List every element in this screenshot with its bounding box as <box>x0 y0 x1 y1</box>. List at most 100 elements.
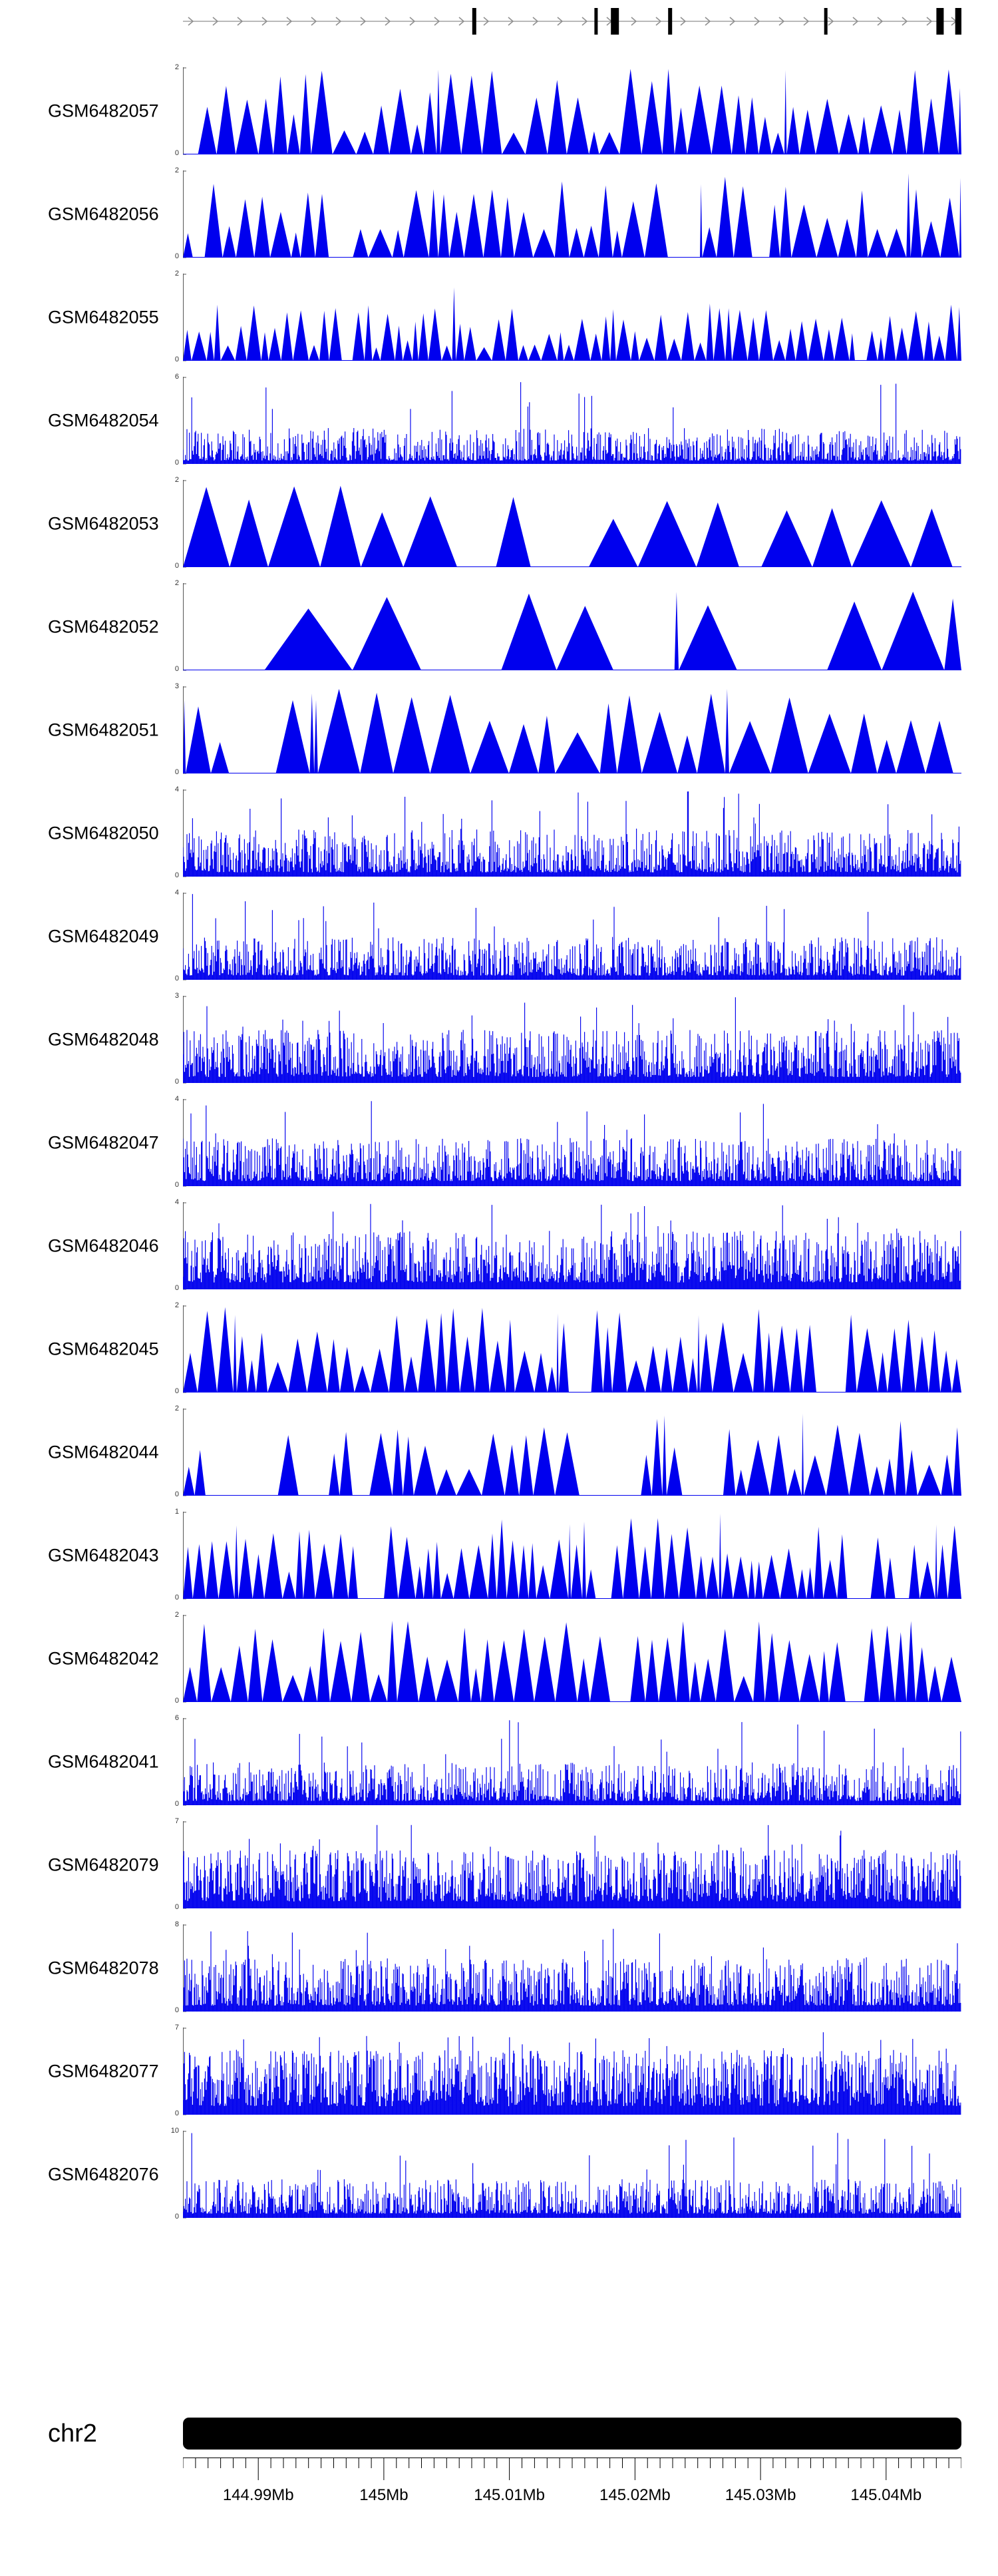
y-axis-min-label: 0 <box>174 1078 179 1086</box>
y-axis-min-label: 0 <box>174 252 179 260</box>
coverage-signal-svg <box>183 1408 961 1496</box>
genomic-axis-ruler: 144.99Mb 145Mb 145.01Mb 145.02Mb 145.03Mb 145… <box>183 2458 961 2504</box>
track-label: GSM6482048 <box>48 1029 159 1049</box>
y-axis-min-label: 0 <box>174 768 179 776</box>
strand-arrow-icon <box>902 17 908 26</box>
y-axis-min-label: 0 <box>174 1490 179 1498</box>
strand-arrow-icon <box>877 17 884 26</box>
coverage-track-GSM6482079: GSM6482079 7 0 <box>0 1818 998 1911</box>
y-axis-max-label: 2 <box>174 63 179 71</box>
y-axis-min-label: 0 <box>174 1800 179 1808</box>
y-axis-min-label: 0 <box>174 459 179 467</box>
coverage-signal-svg <box>183 1512 961 1600</box>
coverage-signal-svg <box>183 170 961 258</box>
coverage-track-GSM6482049: GSM6482049 4 0 <box>0 889 998 982</box>
y-axis-max-label: 2 <box>174 270 179 278</box>
strand-arrow-icon <box>212 17 219 26</box>
strand-arrow-icon <box>188 17 194 26</box>
strand-arrow-icon <box>532 17 539 26</box>
track-label: GSM6482041 <box>48 1751 159 1771</box>
coverage-signal-svg <box>183 274 961 361</box>
coverage-track-GSM6482050: GSM6482050 4 0 <box>0 786 998 879</box>
coverage-signal-svg <box>183 2028 961 2115</box>
coverage-track-GSM6482041: GSM6482041 6 0 <box>0 1715 998 1808</box>
strand-arrow-icon <box>655 17 662 26</box>
y-axis-min-label: 0 <box>174 1594 179 1602</box>
strand-arrow-icon <box>508 17 514 26</box>
strand-arrow-icon <box>458 17 465 26</box>
axis-tick-label: 145.04Mb <box>850 2486 921 2504</box>
strand-arrow-icon <box>680 17 687 26</box>
y-axis-min-label: 0 <box>174 1387 179 1395</box>
coverage-track-GSM6482052: GSM6482052 2 0 <box>0 580 998 673</box>
track-label: GSM6482044 <box>48 1442 159 1462</box>
exon-box <box>472 8 476 35</box>
track-label: GSM6482050 <box>48 823 159 843</box>
y-axis-min-label: 0 <box>174 974 179 982</box>
coverage-track-GSM6482044: GSM6482044 2 0 <box>0 1405 998 1498</box>
strand-arrow-icon <box>828 17 834 26</box>
coverage-signal-svg <box>183 1718 961 1806</box>
strand-arrow-icon <box>582 17 588 26</box>
y-axis-max-label: 2 <box>174 1611 179 1619</box>
strand-arrow-icon <box>286 17 293 26</box>
coverage-track-GSM6482056: GSM6482056 2 0 <box>0 167 998 260</box>
axis-tick-label: 145.02Mb <box>599 2486 671 2504</box>
y-axis-max-label: 1 <box>174 1508 179 1516</box>
coverage-signal-svg <box>183 789 961 877</box>
y-axis-max-label: 7 <box>174 2024 179 2032</box>
y-axis-max-label: 2 <box>174 476 179 484</box>
coverage-signal-svg <box>183 1099 961 1187</box>
coverage-signal-svg <box>183 1924 961 2012</box>
y-axis-min-label: 0 <box>174 871 179 879</box>
track-label: GSM6482055 <box>48 307 159 327</box>
coverage-signal-svg <box>183 583 961 671</box>
track-label: GSM6482053 <box>48 513 159 533</box>
y-axis-max-label: 4 <box>174 1095 179 1103</box>
gene-model-track <box>183 8 961 35</box>
track-label: GSM6482051 <box>48 720 159 740</box>
track-label: GSM6482079 <box>48 1854 159 1874</box>
coverage-track-GSM6482051: GSM6482051 3 0 <box>0 683 998 776</box>
track-label: GSM6482052 <box>48 616 159 636</box>
coverage-signal-svg <box>183 377 961 465</box>
coverage-signal-svg <box>183 480 961 568</box>
y-axis-min-label: 0 <box>174 1181 179 1189</box>
strand-arrow-icon <box>434 17 440 26</box>
track-label: GSM6482047 <box>48 1132 159 1152</box>
coverage-signal-svg <box>183 1821 961 1909</box>
strand-arrow-icon <box>803 17 810 26</box>
y-axis-max-label: 4 <box>174 889 179 897</box>
coverage-track-GSM6482048: GSM6482048 3 0 <box>0 992 998 1086</box>
coverage-track-GSM6482045: GSM6482045 2 0 <box>0 1302 998 1395</box>
strand-arrow-icon <box>335 17 342 26</box>
track-label: GSM6482056 <box>48 204 159 224</box>
coverage-track-GSM6482053: GSM6482053 2 0 <box>0 476 998 570</box>
track-label: GSM6482057 <box>48 101 159 120</box>
y-axis-min-label: 0 <box>174 2213 179 2221</box>
y-axis-max-label: 4 <box>174 1198 179 1206</box>
coverage-track-GSM6482047: GSM6482047 4 0 <box>0 1095 998 1189</box>
exon-box <box>668 8 673 35</box>
strand-arrow-icon <box>705 17 711 26</box>
strand-arrow-icon <box>754 17 760 26</box>
strand-arrow-icon <box>926 17 933 26</box>
strand-arrow-icon <box>557 17 564 26</box>
coverage-signal-svg <box>183 996 961 1084</box>
coverage-signal-svg <box>183 2131 961 2219</box>
strand-arrow-icon <box>311 17 317 26</box>
